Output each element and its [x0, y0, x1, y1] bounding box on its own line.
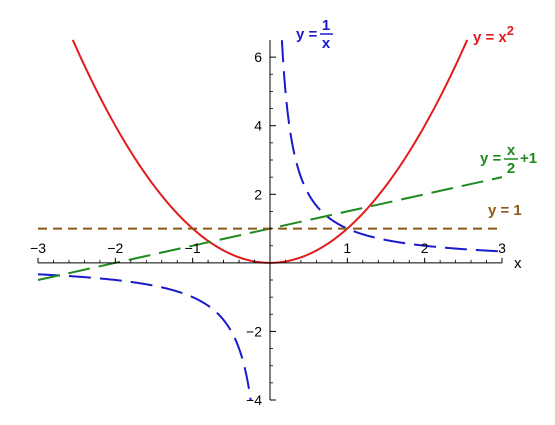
label-linear: y = x 2 +1 — [480, 142, 537, 177]
curve-reciprocal — [37, 273, 252, 401]
x-tick-label: 1 — [343, 240, 351, 256]
label-linear-denominator: 2 — [507, 160, 515, 177]
label-constant: y = 1 — [488, 202, 522, 219]
label-linear-left: y = — [480, 150, 502, 167]
y-tick-label: −4 — [246, 392, 262, 408]
y-tick-label: 4 — [254, 118, 262, 134]
y-tick-label: 2 — [254, 186, 262, 202]
x-tick-label: −1 — [185, 240, 201, 256]
y-tick-label: −2 — [246, 323, 262, 339]
label-reciprocal: y = 1 x — [296, 17, 333, 52]
x-tick-label: −2 — [107, 240, 123, 256]
x-axis-label: x — [514, 255, 522, 272]
label-reciprocal-left: y = — [296, 26, 318, 43]
label-reciprocal-denominator: x — [322, 35, 331, 52]
label-reciprocal-numerator: 1 — [322, 17, 330, 34]
axes-layer: −3 −2 −1 1 2 3 −4 −2 2 4 6 x — [30, 40, 522, 408]
y-tick-label: 6 — [254, 49, 262, 65]
label-linear-numerator: x — [507, 142, 516, 159]
label-parabola: y = x2 — [473, 23, 514, 46]
curve-labels: y = x2 y = 1 x y = x 2 +1 y = 1 — [296, 17, 537, 219]
y-ticks: −4 −2 2 4 6 — [246, 49, 276, 408]
x-ticks: −3 −2 −1 1 2 3 — [30, 240, 506, 263]
label-linear-right: +1 — [520, 150, 537, 167]
x-tick-label: 2 — [421, 240, 429, 256]
curve-reciprocal — [280, 40, 503, 253]
x-tick-label: −3 — [30, 240, 46, 256]
x-tick-label: 3 — [498, 240, 506, 256]
